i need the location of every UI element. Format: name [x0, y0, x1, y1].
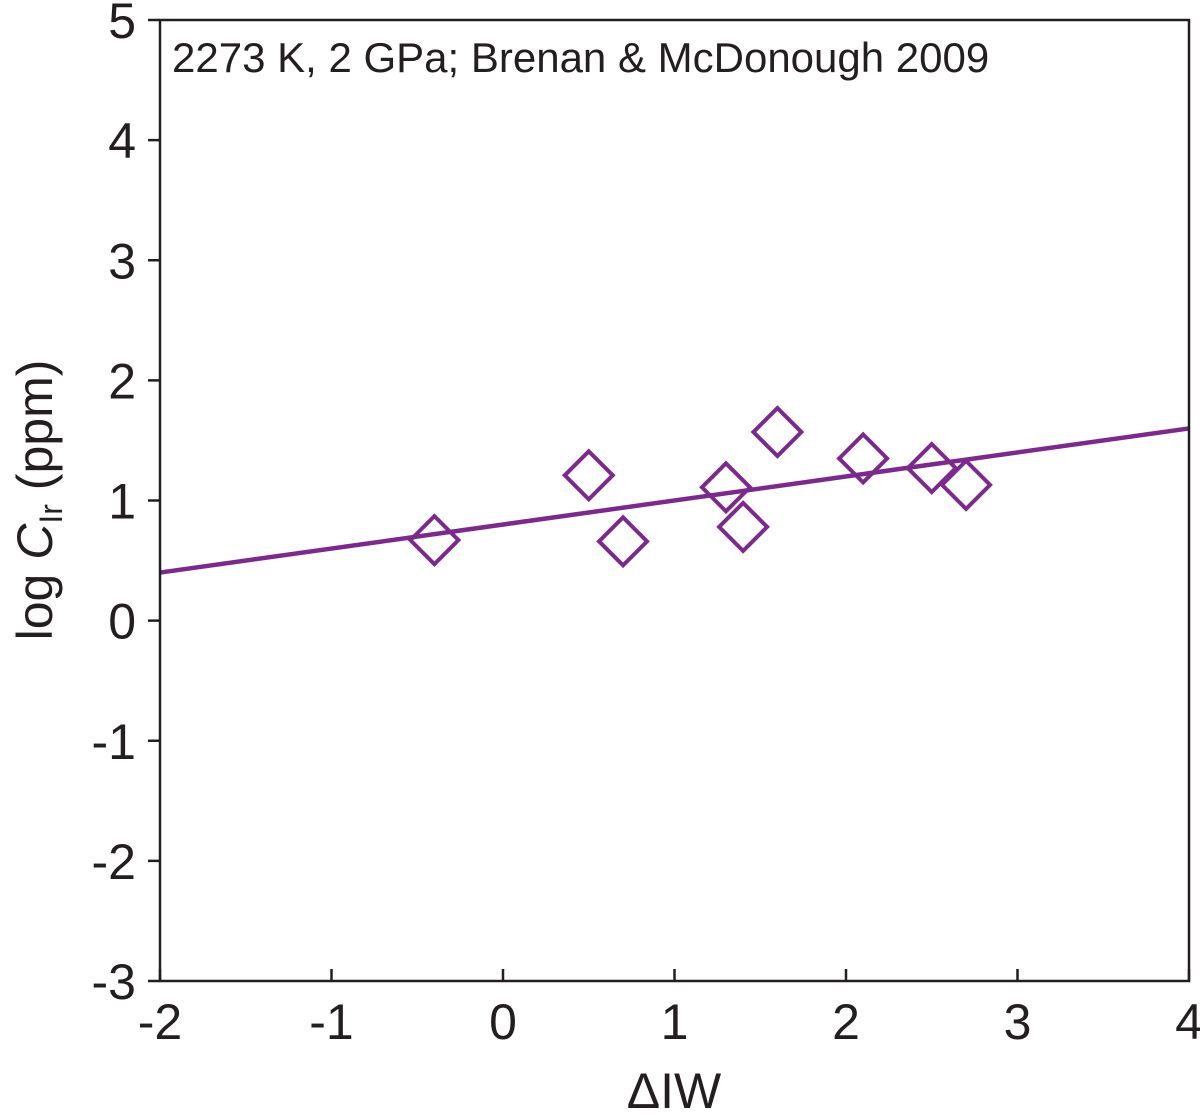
x-tick-label: -1	[309, 994, 353, 1050]
x-tick-label: 3	[1004, 994, 1032, 1050]
y-tick-label: 5	[108, 0, 136, 49]
y-axis-label: log CIr (ppm)	[7, 360, 69, 641]
y-axis-label-subscript: Ir	[33, 504, 69, 524]
data-point	[716, 500, 770, 554]
data-point	[904, 441, 959, 495]
y-tick-label: 1	[108, 474, 136, 530]
fit-line	[159, 426, 1190, 575]
data-point	[407, 513, 462, 567]
fit-line-layer	[159, 426, 1190, 575]
x-tick-label: -2	[138, 994, 182, 1050]
data-point	[836, 431, 890, 486]
chart-annotation: 2273 K, 2 GPa; Brenan & McDonough 2009	[172, 34, 989, 81]
y-tick-label: -2	[92, 834, 136, 890]
data-point	[750, 405, 805, 459]
data-point	[699, 460, 753, 515]
y-tick-label: 4	[108, 113, 136, 169]
x-axis-label: ΔIW	[627, 1063, 722, 1115]
plot-frame	[158, 18, 1191, 983]
x-tick-label: 0	[489, 994, 517, 1050]
y-tick-label: -1	[92, 714, 136, 770]
y-axis-label-variable: C	[7, 523, 63, 560]
x-tick-label: 1	[661, 994, 689, 1050]
y-tick-label: 2	[108, 353, 136, 409]
y-axis-label-prefix: log	[7, 560, 63, 641]
y-axis-label-suffix: (ppm)	[7, 360, 63, 504]
y-tick-label: 0	[108, 594, 136, 650]
x-tick-label: 4	[1175, 994, 1200, 1050]
data-point	[596, 514, 650, 569]
y-tick-label: 3	[108, 233, 136, 289]
data-point	[561, 448, 616, 503]
y-tick-label: -3	[92, 954, 136, 1010]
points-layer	[407, 405, 993, 569]
data-point	[939, 458, 993, 512]
x-tick-label: 2	[832, 994, 860, 1050]
